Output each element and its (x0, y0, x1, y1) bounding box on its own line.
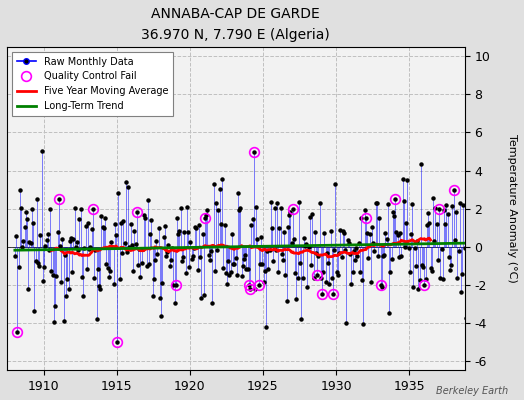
Text: Berkeley Earth: Berkeley Earth (436, 386, 508, 396)
Title: ANNABA-CAP DE GARDE
36.970 N, 7.790 E (Algeria): ANNABA-CAP DE GARDE 36.970 N, 7.790 E (A… (141, 7, 330, 42)
Y-axis label: Temperature Anomaly (°C): Temperature Anomaly (°C) (507, 134, 517, 283)
Legend: Raw Monthly Data, Quality Control Fail, Five Year Moving Average, Long-Term Tren: Raw Monthly Data, Quality Control Fail, … (12, 52, 173, 116)
